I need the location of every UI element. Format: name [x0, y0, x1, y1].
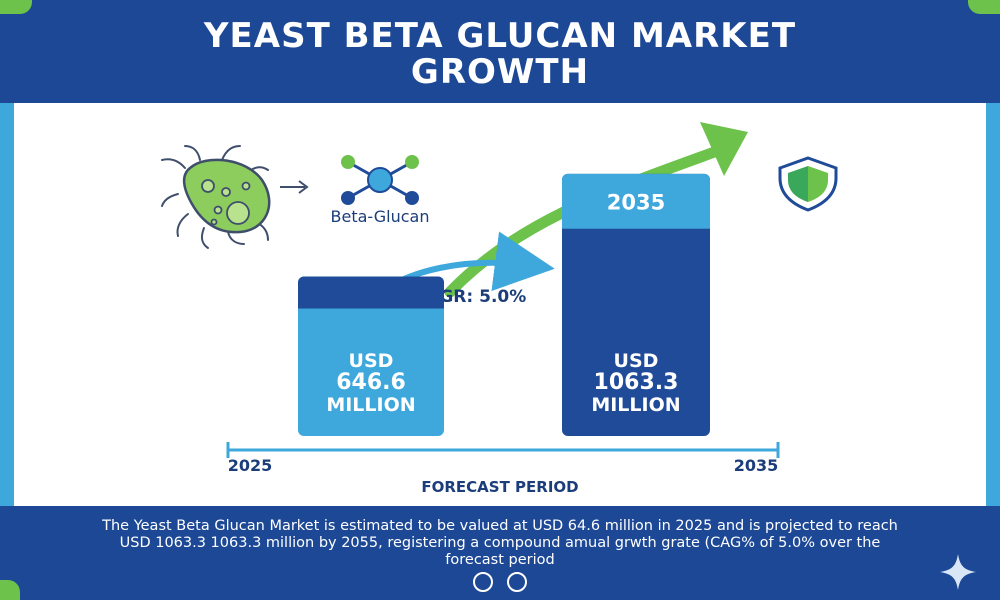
axis-end-label: 2035 — [734, 456, 779, 475]
page-title: YEAST BETA GLUCAN MARKET GROWTH — [0, 18, 1000, 90]
bar-cap-label: 2035 — [607, 191, 665, 215]
bar-value-label: USD — [349, 350, 394, 372]
bar-value-label: 1063.3 — [594, 370, 679, 395]
bar-value-label: USD — [614, 350, 659, 372]
bar-2035 — [562, 173, 710, 436]
x-axis-label: FORECAST PERIOD — [421, 478, 578, 496]
bar-top-band — [298, 276, 444, 309]
corner-decoration-top-left — [0, 0, 32, 14]
bar-value-label: 646.6 — [336, 370, 406, 395]
axis-start-label: 2025 — [228, 456, 273, 475]
footer-icons — [0, 572, 1000, 592]
bar-top-cap — [562, 173, 710, 229]
leaf-badge-icon — [507, 572, 527, 592]
yeast-cell-icon — [161, 145, 271, 249]
side-stripe-right — [986, 103, 1000, 506]
side-stripe-left — [0, 103, 14, 506]
corner-decoration-top-right — [968, 0, 1000, 14]
bar-2025 — [298, 276, 444, 436]
market-summary-text: The Yeast Beta Glucan Market is estimate… — [102, 518, 898, 568]
footer-banner — [0, 506, 1000, 600]
header-banner: YEAST BETA GLUCAN MARKET GROWTH — [0, 0, 1000, 103]
shield-icon — [778, 156, 838, 212]
sparkle-icon — [940, 554, 976, 590]
corner-decoration-bottom-left — [0, 580, 20, 600]
right-arrow-icon — [280, 180, 309, 194]
molecule-label: Beta-Glucan — [331, 207, 430, 226]
molecule-icon — [341, 155, 419, 205]
bar-value-label: MILLION — [326, 394, 415, 416]
title-line-2: GROWTH — [410, 52, 590, 92]
bar-value-label: MILLION — [591, 394, 680, 416]
forecast-axis — [226, 442, 780, 458]
heart-badge-icon — [473, 572, 493, 592]
title-line-1: YEAST BETA GLUCAN MARKET — [203, 16, 797, 56]
